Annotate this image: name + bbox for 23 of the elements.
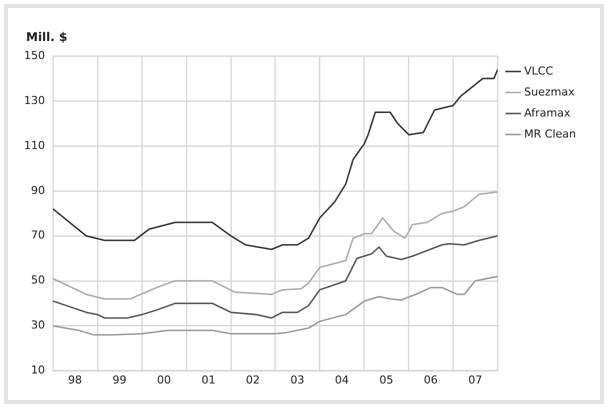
- x-tick-label: 03: [290, 373, 304, 386]
- y-tick-label: 10: [30, 364, 45, 377]
- x-tick-label: 01: [201, 373, 216, 386]
- y-tick-label: 150: [24, 48, 45, 62]
- x-tick-label: 04: [334, 373, 349, 386]
- x-tick-label: 05: [379, 373, 394, 386]
- x-tick-label: 06: [424, 373, 438, 386]
- legend-label: MR Clean: [524, 127, 576, 140]
- x-tick-label: 07: [468, 373, 482, 386]
- legend-label: VLCC: [524, 64, 554, 78]
- x-tick-label: 02: [246, 373, 260, 386]
- legend-label: Suezmax: [524, 85, 576, 98]
- y-tick-label: 70: [30, 228, 45, 242]
- y-tick-label: 110: [24, 138, 45, 152]
- y-axis-title: Mill. $: [26, 30, 68, 44]
- legend-label: Aframax: [524, 106, 571, 120]
- x-tick-label: 99: [112, 373, 126, 386]
- y-tick-label: 130: [24, 94, 45, 107]
- y-tick-label: 90: [30, 184, 45, 197]
- x-tick-label: 00: [157, 373, 172, 386]
- y-tick-label: 30: [30, 318, 45, 332]
- y-tick-label: 50: [30, 274, 45, 287]
- x-tick-label: 98: [68, 373, 82, 386]
